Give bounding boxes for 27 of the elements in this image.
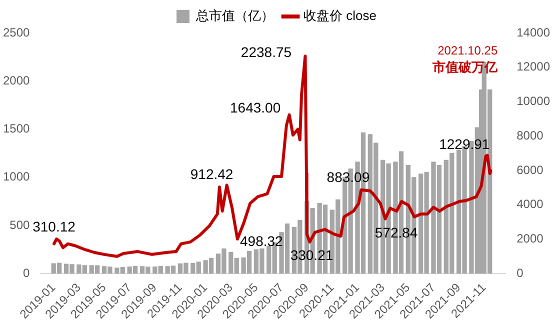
annotation: 1643.00 [230,100,281,116]
annotation: 498.32 [240,232,284,249]
y-tick-label: 1500 [2,122,30,136]
y2-tick-label: 2000 [516,232,544,246]
y2-tick-label: 6000 [516,162,544,177]
y-tick-label: 1000 [2,170,30,184]
y-tick-label: 2000 [2,73,30,88]
annotation: 市值破万亿 [432,60,499,75]
annotation: 2021.10.25 [438,43,498,58]
annotation: 912.42 [190,166,234,182]
annotation: 2238.75 [240,44,292,60]
legend-label: 总市值（亿） [195,8,274,24]
y2-tick-label: 14000 [516,25,550,40]
annotation: 330.21 [290,246,334,263]
annotation: 572.84 [374,224,418,241]
y2-tick-label: 8000 [516,128,544,142]
y2-tick-label: 4000 [516,197,544,212]
annotation: 1229.91 [439,136,490,152]
y-tick-label: 500 [10,218,30,232]
legend-label: 收盘价 close [304,8,376,24]
annotation: 883.09 [326,168,370,185]
y2-tick-label: 0 [516,266,524,280]
y2-tick-label: 12000 [516,60,550,74]
y-tick-label: 0 [23,266,30,280]
y-tick-label: 2500 [2,25,30,40]
y2-tick-label: 10000 [516,94,550,108]
annotation: 310.12 [32,218,76,235]
